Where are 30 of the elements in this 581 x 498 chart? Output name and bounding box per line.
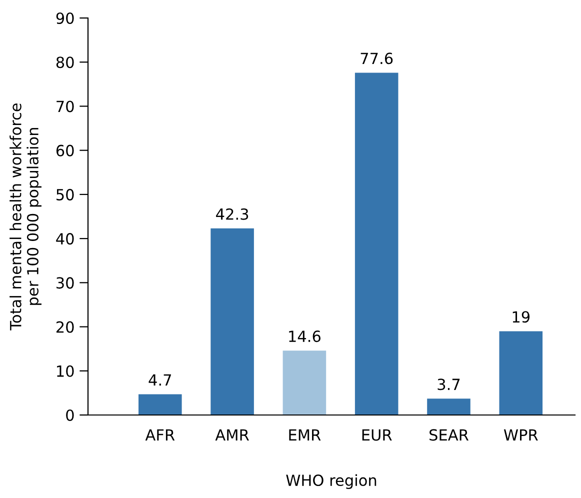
data-label: 77.6 xyxy=(360,52,393,64)
x-tick-label: WPR xyxy=(504,429,538,440)
bar xyxy=(210,228,254,415)
bar xyxy=(427,398,470,415)
bar xyxy=(138,394,182,415)
x-axis-title: WHO region xyxy=(286,474,376,490)
bar xyxy=(282,350,326,415)
x-tick-label: AMR xyxy=(215,429,249,440)
x-tick-label: EMR xyxy=(289,429,321,440)
data-label: 4.7 xyxy=(148,374,171,386)
data-label: 3.7 xyxy=(438,378,460,390)
y-tick-label: 40 xyxy=(56,233,74,245)
x-tick-label: SEAR xyxy=(430,429,469,441)
x-tick-label: EUR xyxy=(362,429,392,441)
data-label: 19 xyxy=(512,311,530,323)
y-tick-label: 10 xyxy=(57,365,74,377)
bar xyxy=(354,72,398,415)
y-tick-label: 20 xyxy=(56,321,74,333)
y-tick-label: 60 xyxy=(56,144,74,156)
y-axis-title: Total mental health workforce per 100 000 population xyxy=(10,104,42,330)
y-tick-label: 70 xyxy=(56,100,74,112)
y-tick-label: 30 xyxy=(56,277,74,289)
y-tick-label: 50 xyxy=(56,188,74,200)
bar xyxy=(499,331,543,415)
x-tick-label: AFR xyxy=(145,429,175,440)
y-tick-label: 90 xyxy=(56,12,74,24)
data-label: 14.6 xyxy=(289,330,320,342)
data-label: 42.3 xyxy=(216,208,248,220)
y-tick-label: 0 xyxy=(66,409,74,422)
y-tick-label: 80 xyxy=(56,56,74,68)
